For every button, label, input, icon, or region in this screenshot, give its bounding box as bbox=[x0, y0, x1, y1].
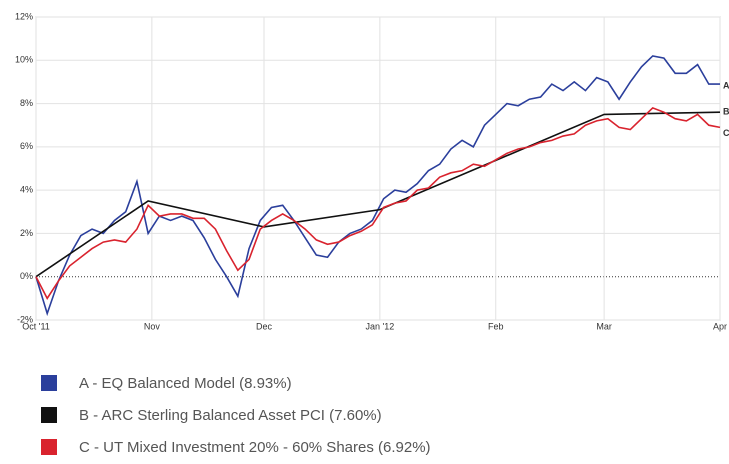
y-tick-label: 2% bbox=[20, 228, 33, 238]
legend-swatch bbox=[41, 439, 57, 455]
y-tick-label: -2% bbox=[17, 314, 33, 324]
x-tick-label: Nov bbox=[144, 321, 161, 331]
series-line bbox=[35, 111, 721, 278]
x-tick-label: Oct '11 bbox=[22, 321, 50, 331]
line-end-label: C bbox=[723, 128, 729, 138]
x-tick-label: Mar bbox=[596, 321, 612, 331]
x-tick-label: Apr bbox=[713, 321, 727, 331]
y-tick-label: 4% bbox=[20, 185, 33, 195]
legend-swatch bbox=[41, 407, 57, 423]
x-tick-label: Jan '12 bbox=[365, 321, 394, 331]
y-tick-label: 8% bbox=[20, 98, 33, 108]
legend-swatch bbox=[41, 375, 57, 391]
y-tick-label: 10% bbox=[15, 55, 33, 65]
y-tick-label: 6% bbox=[20, 141, 33, 151]
legend-label: A - EQ Balanced Model (8.93%) bbox=[79, 375, 292, 392]
line-end-label: A bbox=[723, 80, 729, 90]
legend-label: C - UT Mixed Investment 20% - 60% Shares… bbox=[79, 439, 431, 456]
line-end-label: B bbox=[723, 107, 729, 117]
x-tick-label: Feb bbox=[488, 321, 504, 331]
y-tick-label: 12% bbox=[15, 11, 33, 21]
series-line bbox=[35, 106, 721, 300]
series-line bbox=[35, 55, 720, 317]
y-tick-label: 0% bbox=[20, 271, 33, 281]
legend-label: B - ARC Sterling Balanced Asset PCI (7.6… bbox=[79, 407, 382, 424]
plot-area bbox=[35, 16, 721, 321]
x-tick-label: Dec bbox=[256, 321, 273, 331]
